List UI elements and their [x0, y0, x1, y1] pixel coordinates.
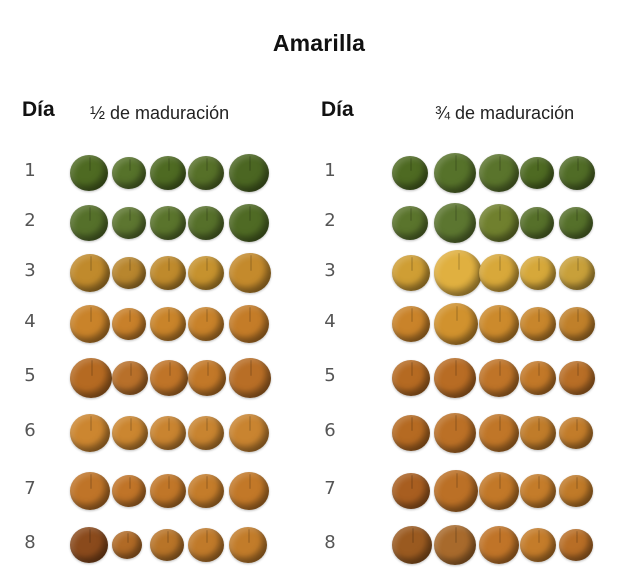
right-fruit-row	[0, 412, 638, 456]
fruit-image	[520, 207, 554, 239]
right-fruit-row	[0, 202, 638, 246]
fruit-image	[392, 255, 430, 291]
fruit-image	[479, 526, 519, 564]
fruit-image	[434, 153, 476, 193]
right-day-header: Día	[321, 98, 354, 122]
left-day-header: Día	[22, 98, 55, 122]
fruit-image	[392, 206, 428, 240]
fruit-image	[434, 303, 478, 345]
right-fruit-row	[0, 152, 638, 196]
fruit-image	[559, 307, 595, 341]
fruit-image	[479, 414, 519, 452]
fruit-image	[479, 254, 519, 292]
fruit-image	[392, 306, 430, 342]
fruit-image	[479, 305, 519, 343]
fruit-image	[479, 154, 519, 192]
right-fruit-row	[0, 252, 638, 296]
fruit-image	[520, 157, 554, 189]
fruit-image	[559, 417, 593, 449]
fruit-image	[559, 475, 593, 507]
fruit-image	[559, 529, 593, 561]
fruit-image	[392, 415, 430, 451]
fruit-image	[392, 156, 428, 190]
fruit-image	[479, 359, 519, 397]
left-stage-label: ½ de maduración	[90, 103, 229, 124]
fruit-image	[520, 361, 556, 395]
fruit-image	[520, 307, 556, 341]
fruit-image	[559, 207, 593, 239]
figure-title: Amarilla	[0, 30, 638, 57]
fruit-image	[434, 525, 476, 565]
fruit-image	[559, 361, 595, 395]
fruit-image	[392, 360, 430, 396]
fruit-image	[520, 256, 556, 290]
right-fruit-row	[0, 524, 638, 568]
right-stage-label: ¾ de maduración	[435, 103, 574, 124]
fruit-image	[434, 203, 476, 243]
fruit-image	[479, 204, 519, 242]
fruit-image	[520, 474, 556, 508]
right-fruit-row	[0, 303, 638, 347]
fruit-image	[559, 156, 595, 190]
fruit-image	[434, 413, 476, 453]
fruit-image	[392, 526, 432, 564]
fruit-image	[520, 416, 556, 450]
fruit-image	[392, 473, 430, 509]
right-fruit-row	[0, 470, 638, 514]
fruit-image	[559, 256, 595, 290]
fruit-image	[434, 358, 476, 398]
fruit-image	[434, 250, 482, 296]
fruit-image	[520, 528, 556, 562]
right-fruit-row	[0, 357, 638, 401]
fruit-image	[479, 472, 519, 510]
fruit-image	[434, 470, 478, 512]
